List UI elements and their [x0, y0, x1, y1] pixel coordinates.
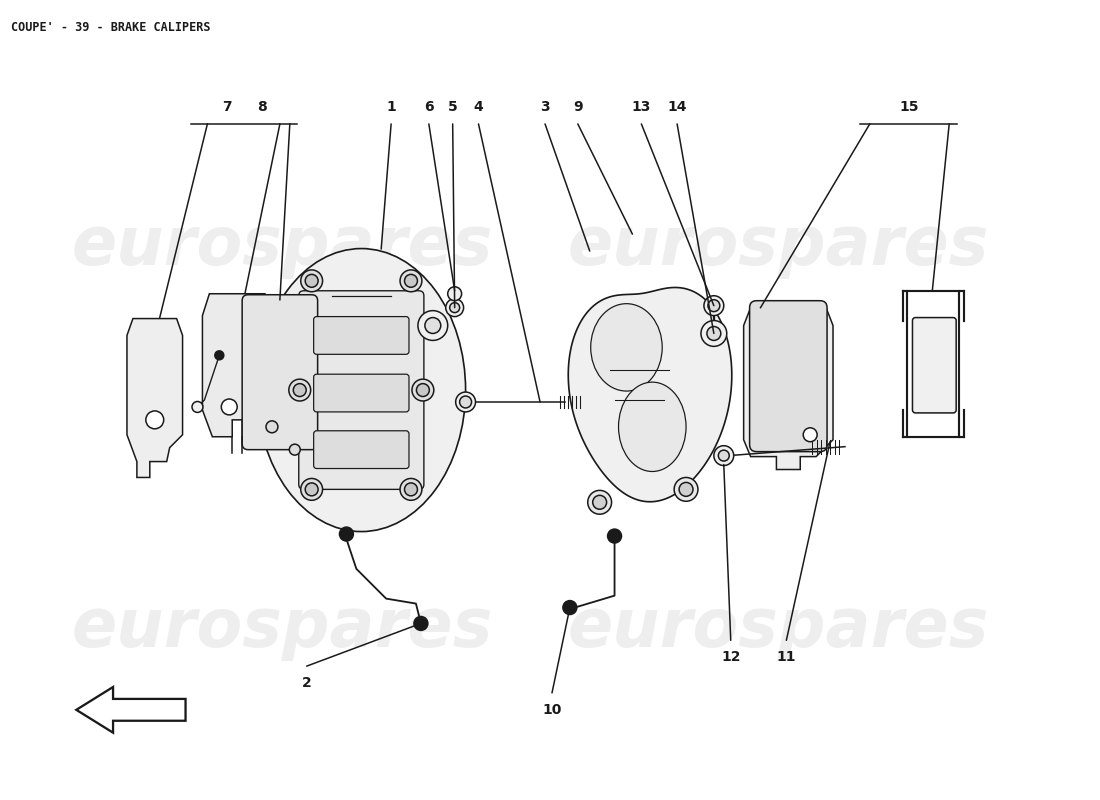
Circle shape	[294, 384, 306, 397]
Circle shape	[305, 274, 318, 287]
Text: eurospares: eurospares	[72, 213, 493, 279]
Circle shape	[607, 529, 621, 543]
Circle shape	[417, 384, 429, 397]
FancyBboxPatch shape	[242, 294, 318, 450]
Circle shape	[418, 310, 448, 341]
Text: 14: 14	[668, 100, 686, 114]
Circle shape	[192, 402, 202, 413]
Polygon shape	[744, 308, 833, 470]
Circle shape	[707, 326, 721, 341]
Ellipse shape	[618, 382, 686, 471]
Circle shape	[146, 411, 164, 429]
Circle shape	[679, 482, 693, 496]
Circle shape	[214, 351, 223, 360]
Circle shape	[593, 495, 606, 510]
Circle shape	[412, 379, 433, 401]
FancyBboxPatch shape	[314, 317, 409, 354]
FancyBboxPatch shape	[299, 290, 424, 490]
Circle shape	[400, 478, 422, 500]
Text: 7: 7	[222, 100, 232, 114]
Text: 9: 9	[573, 100, 583, 114]
Circle shape	[289, 444, 300, 455]
Text: 3: 3	[540, 100, 550, 114]
Text: COUPE' - 39 - BRAKE CALIPERS: COUPE' - 39 - BRAKE CALIPERS	[11, 21, 210, 34]
Text: eurospares: eurospares	[568, 213, 989, 279]
Text: 2: 2	[301, 676, 311, 690]
Circle shape	[289, 379, 310, 401]
Circle shape	[455, 392, 475, 412]
Polygon shape	[202, 294, 272, 437]
Circle shape	[221, 399, 238, 415]
Circle shape	[300, 478, 322, 500]
Circle shape	[674, 478, 698, 502]
Circle shape	[718, 450, 729, 461]
Circle shape	[305, 483, 318, 496]
Circle shape	[405, 483, 417, 496]
Text: eurospares: eurospares	[72, 595, 493, 662]
Circle shape	[446, 298, 463, 317]
Text: eurospares: eurospares	[568, 595, 989, 662]
Circle shape	[425, 318, 441, 334]
Circle shape	[450, 302, 460, 313]
Circle shape	[448, 286, 462, 301]
FancyBboxPatch shape	[314, 374, 409, 412]
Text: 15: 15	[900, 100, 920, 114]
Circle shape	[587, 490, 612, 514]
Circle shape	[340, 527, 353, 541]
Text: 4: 4	[474, 100, 483, 114]
FancyBboxPatch shape	[749, 301, 827, 452]
Text: 11: 11	[777, 650, 796, 664]
Polygon shape	[76, 687, 186, 733]
Text: 10: 10	[542, 703, 562, 717]
Circle shape	[460, 396, 472, 408]
Text: 13: 13	[631, 100, 651, 114]
Circle shape	[701, 321, 727, 346]
Polygon shape	[569, 287, 732, 502]
Text: 1: 1	[386, 100, 396, 114]
Text: 12: 12	[720, 650, 740, 664]
Circle shape	[563, 601, 576, 614]
Circle shape	[714, 446, 734, 466]
FancyBboxPatch shape	[913, 318, 956, 413]
Circle shape	[400, 270, 422, 292]
Text: 6: 6	[424, 100, 433, 114]
Circle shape	[414, 617, 428, 630]
Circle shape	[708, 300, 719, 312]
Ellipse shape	[257, 249, 465, 531]
Circle shape	[704, 296, 724, 315]
Text: 8: 8	[257, 100, 267, 114]
Circle shape	[266, 421, 278, 433]
Circle shape	[803, 428, 817, 442]
Text: 5: 5	[448, 100, 458, 114]
Ellipse shape	[591, 304, 662, 391]
Circle shape	[300, 270, 322, 292]
Polygon shape	[126, 318, 183, 478]
FancyBboxPatch shape	[314, 430, 409, 469]
Circle shape	[405, 274, 417, 287]
